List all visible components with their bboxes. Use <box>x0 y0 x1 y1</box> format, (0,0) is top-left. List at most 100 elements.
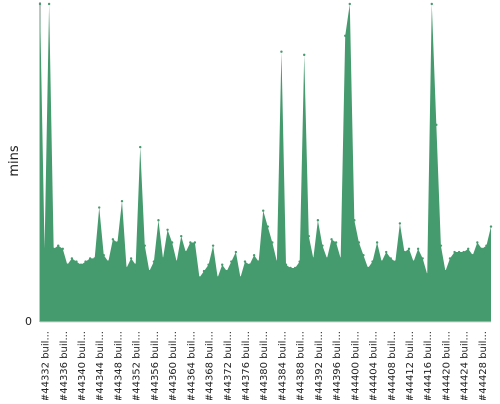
data-point <box>57 244 60 247</box>
data-point <box>180 234 183 238</box>
data-point <box>202 269 206 273</box>
data-point <box>157 219 160 222</box>
data-point <box>198 276 201 279</box>
data-point <box>38 2 42 6</box>
data-point <box>271 241 274 244</box>
data-point <box>170 241 174 244</box>
data-point <box>457 250 461 254</box>
x-tick-label: #44376 buil... <box>241 331 252 400</box>
data-point <box>348 2 351 6</box>
data-point <box>394 260 397 263</box>
data-point <box>234 250 238 254</box>
data-point <box>107 260 110 263</box>
x-tick-label: #44412 buil... <box>405 331 416 400</box>
x-tick-label: #44348 buil... <box>113 331 124 400</box>
data-point <box>307 234 310 238</box>
data-point <box>134 263 137 266</box>
data-point <box>344 34 347 37</box>
data-point <box>284 263 288 266</box>
data-point <box>389 257 392 260</box>
x-tick-label: #44368 buil... <box>205 331 216 400</box>
data-point <box>262 209 265 212</box>
x-tick-label: #44392 buil... <box>314 331 325 400</box>
data-point <box>152 260 156 263</box>
data-point <box>353 219 356 222</box>
data-point <box>421 257 424 260</box>
data-point <box>193 241 197 244</box>
x-tick-label: #44352 buil... <box>132 331 143 400</box>
data-point <box>430 2 433 6</box>
data-point <box>426 273 429 276</box>
data-point <box>448 257 452 260</box>
data-point <box>207 263 210 266</box>
data-point <box>102 254 105 257</box>
x-tick-label: #44372 buil... <box>223 331 234 400</box>
data-point <box>375 241 379 244</box>
x-tick-label: #44332 buil... <box>41 331 52 400</box>
data-point <box>357 241 361 244</box>
data-point <box>166 228 169 231</box>
x-tick-label: #44404 buil... <box>369 331 380 400</box>
data-point <box>239 276 242 279</box>
data-point <box>88 257 92 260</box>
data-point <box>298 260 301 263</box>
data-point <box>321 244 324 247</box>
data-point <box>489 225 493 228</box>
data-point <box>444 269 447 273</box>
data-point <box>129 257 133 260</box>
data-point <box>216 276 219 279</box>
data-point <box>316 219 320 222</box>
data-point <box>148 269 151 273</box>
x-tick-label: #44356 buil... <box>150 331 161 400</box>
data-point <box>407 247 411 251</box>
data-point <box>330 238 333 241</box>
data-point <box>403 250 406 254</box>
data-point <box>143 244 146 247</box>
x-tick-label: #44416 buil... <box>423 331 434 400</box>
data-point <box>366 266 370 270</box>
x-tick-label: #44364 buil... <box>186 331 197 400</box>
data-point <box>462 250 465 254</box>
data-point <box>280 50 283 53</box>
data-point <box>362 254 365 257</box>
x-tick-label: #44360 buil... <box>168 331 179 400</box>
data-point <box>435 123 438 127</box>
x-tick-label: #44424 buil... <box>460 331 471 400</box>
data-point <box>312 257 315 260</box>
data-point <box>98 206 101 209</box>
data-point <box>184 250 187 254</box>
data-point <box>243 260 247 263</box>
data-point <box>47 2 51 6</box>
data-point <box>248 263 251 266</box>
data-point <box>289 266 292 270</box>
data-point <box>293 266 297 270</box>
data-point <box>266 225 269 228</box>
data-point <box>93 257 96 260</box>
data-point <box>339 257 342 260</box>
data-point <box>416 247 420 251</box>
x-tick-label: #44336 buil... <box>59 331 70 400</box>
data-point <box>139 145 142 149</box>
x-tick-label: #44384 buil... <box>277 331 288 400</box>
data-point <box>257 260 260 263</box>
data-point <box>480 247 484 251</box>
x-tick-label: #44400 buil... <box>350 331 361 400</box>
x-tick-label: #44396 buil... <box>332 331 343 400</box>
x-tick-label: #44420 buil... <box>441 331 452 400</box>
data-point <box>189 241 192 244</box>
data-point <box>116 241 119 244</box>
data-point <box>398 222 402 225</box>
data-point <box>275 260 279 263</box>
data-point <box>467 247 470 251</box>
data-point <box>211 244 215 247</box>
data-point <box>52 247 55 251</box>
data-point <box>75 260 78 263</box>
x-tick-label: #44380 buil... <box>259 331 270 400</box>
data-point <box>471 254 474 257</box>
data-point <box>380 260 383 263</box>
x-tick-label: #44344 buil... <box>95 331 106 400</box>
data-point <box>303 53 306 57</box>
data-point <box>453 250 456 254</box>
